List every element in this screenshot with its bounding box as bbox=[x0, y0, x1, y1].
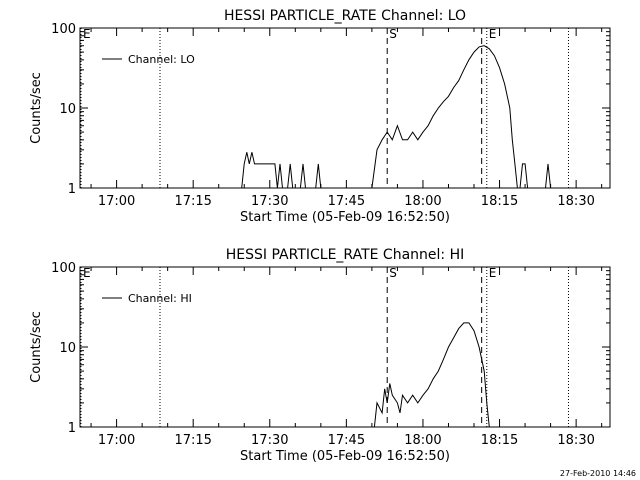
x-tick-label: 17:15 bbox=[174, 433, 211, 448]
chart-title: HESSI PARTICLE_RATE Channel: HI bbox=[226, 247, 464, 263]
y-tick-label: 1 bbox=[68, 421, 76, 436]
series-line bbox=[373, 322, 490, 428]
marker-label: E bbox=[83, 27, 91, 41]
y-tick-label: 10 bbox=[59, 102, 76, 117]
marker-label: S bbox=[389, 266, 397, 280]
y-tick-label: 10 bbox=[59, 341, 76, 356]
x-axis-label: Start Time (05-Feb-09 16:52:50) bbox=[240, 210, 450, 225]
x-tick-label: 17:00 bbox=[98, 433, 135, 448]
x-tick-label: 18:00 bbox=[404, 194, 441, 209]
x-tick-label: 17:30 bbox=[251, 194, 288, 209]
y-tick-label: 100 bbox=[51, 261, 76, 276]
y-tick-label: 100 bbox=[51, 22, 76, 37]
timestamp-stamp: 27-Feb-2010 14:46 bbox=[559, 469, 636, 478]
x-tick-label: 17:45 bbox=[328, 194, 365, 209]
marker-label: E bbox=[489, 266, 497, 280]
y-tick-label: 1 bbox=[68, 182, 76, 197]
chart-title: HESSI PARTICLE_RATE Channel: LO bbox=[224, 8, 466, 24]
y-axis-label: Counts/sec bbox=[29, 311, 44, 383]
marker-label: E bbox=[489, 27, 497, 41]
x-tick-label: 18:30 bbox=[557, 194, 594, 209]
x-tick-label: 17:30 bbox=[251, 433, 288, 448]
legend-label: Channel: LO bbox=[128, 53, 195, 66]
x-tick-label: 18:15 bbox=[481, 433, 518, 448]
x-tick-label: 18:15 bbox=[481, 194, 518, 209]
legend-label: Channel: HI bbox=[128, 292, 192, 305]
x-tick-label: 17:45 bbox=[328, 433, 365, 448]
x-tick-label: 17:00 bbox=[98, 194, 135, 209]
x-tick-label: 17:15 bbox=[174, 194, 211, 209]
x-tick-label: 18:00 bbox=[404, 433, 441, 448]
x-tick-label: 18:30 bbox=[557, 433, 594, 448]
y-axis-label: Counts/sec bbox=[29, 72, 44, 144]
marker-label: E bbox=[83, 266, 91, 280]
marker-label: S bbox=[389, 27, 397, 41]
series-line bbox=[241, 45, 552, 189]
x-axis-label: Start Time (05-Feb-09 16:52:50) bbox=[240, 449, 450, 464]
